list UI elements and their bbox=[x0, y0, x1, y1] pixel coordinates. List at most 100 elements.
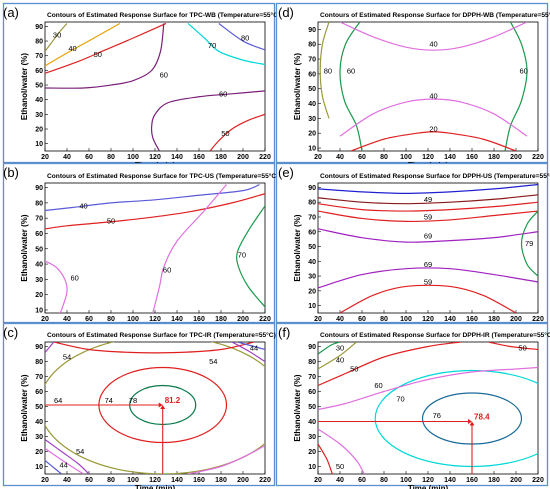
contour-line bbox=[45, 22, 121, 67]
contour-label: 50 bbox=[94, 50, 102, 59]
contour-label: 50 bbox=[336, 462, 344, 471]
contour-label: 40 bbox=[79, 201, 87, 210]
contour-label: 59 bbox=[424, 212, 432, 221]
x-tick-label: 220 bbox=[532, 316, 544, 323]
contour-line bbox=[209, 113, 265, 151]
y-tick-label: 10 bbox=[308, 464, 316, 471]
y-tick-label: 10 bbox=[35, 307, 43, 314]
contour-label: 54 bbox=[209, 357, 217, 366]
x-tick-label: 200 bbox=[237, 477, 249, 484]
y-tick-label: 10 bbox=[35, 141, 43, 148]
y-tick-label: 90 bbox=[35, 185, 43, 192]
contour-label: 30 bbox=[53, 31, 61, 40]
y-tick-label: 40 bbox=[308, 101, 316, 108]
x-tick-label: 200 bbox=[510, 477, 522, 484]
x-tick-label: 60 bbox=[358, 477, 366, 484]
y-tick-label: 30 bbox=[35, 112, 43, 119]
contour-label: 60 bbox=[71, 273, 79, 282]
y-tick-label: 90 bbox=[308, 27, 316, 34]
x-tick-label: 220 bbox=[532, 154, 544, 161]
y-tick-label: 30 bbox=[35, 434, 43, 441]
x-tick-label: 80 bbox=[380, 316, 388, 323]
y-tick-label: 30 bbox=[308, 274, 316, 281]
y-tick-label: 20 bbox=[35, 127, 43, 134]
x-tick-label: 80 bbox=[107, 316, 115, 323]
y-tick-label: 40 bbox=[308, 259, 316, 266]
x-tick-label: 40 bbox=[63, 154, 71, 161]
x-tick-label: 140 bbox=[444, 154, 456, 161]
x-tick-label: 100 bbox=[400, 154, 412, 161]
optimum-value-label: 81.2 bbox=[165, 396, 181, 405]
chart-panel-6: (f) Contours of Estimated Response Surfac… bbox=[275, 322, 550, 489]
contour-label: 54 bbox=[76, 447, 84, 456]
chart-title: Contours of Estimated Response Surface f… bbox=[47, 331, 276, 339]
contour-label: 69 bbox=[424, 260, 432, 269]
x-tick-label: 180 bbox=[215, 154, 227, 161]
x-tick-label: 180 bbox=[488, 154, 500, 161]
y-tick-label: 30 bbox=[308, 116, 316, 123]
panel-label: (a) bbox=[3, 5, 19, 20]
contour-label: 50 bbox=[350, 365, 358, 374]
contour-label: 50 bbox=[221, 129, 229, 138]
y-tick-label: 90 bbox=[35, 344, 43, 351]
marker-arrow-head bbox=[160, 405, 166, 409]
x-tick-label: 100 bbox=[400, 316, 412, 323]
x-tick-label: 80 bbox=[380, 477, 388, 484]
contour-label: 50 bbox=[107, 217, 115, 226]
x-tick-label: 100 bbox=[400, 477, 412, 484]
y-tick-label: 60 bbox=[308, 71, 316, 78]
x-tick-label: 20 bbox=[314, 316, 322, 323]
x-tick-label: 80 bbox=[107, 154, 115, 161]
x-tick-label: 180 bbox=[215, 316, 227, 323]
x-tick-label: 120 bbox=[149, 477, 161, 484]
x-tick-label: 200 bbox=[237, 316, 249, 323]
contour-line bbox=[520, 210, 538, 277]
x-tick-label: 140 bbox=[171, 477, 183, 484]
marker-arrow-head bbox=[158, 402, 163, 408]
x-tick-label: 160 bbox=[466, 477, 478, 484]
x-tick-label: 20 bbox=[41, 477, 49, 484]
contour-line bbox=[45, 23, 68, 52]
contour-line bbox=[45, 342, 55, 353]
y-tick-label: 20 bbox=[35, 292, 43, 299]
marker-arrow-head bbox=[468, 419, 472, 424]
contour-label: 60 bbox=[219, 89, 227, 98]
x-tick-label: 220 bbox=[259, 316, 271, 323]
y-tick-label: 50 bbox=[308, 404, 316, 411]
contour-line bbox=[45, 460, 62, 474]
contour-label: 54 bbox=[63, 353, 71, 362]
x-tick-label: 220 bbox=[532, 477, 544, 484]
contour-line bbox=[339, 284, 517, 313]
y-tick-label: 70 bbox=[308, 214, 316, 221]
contour-line bbox=[318, 342, 462, 387]
y-tick-label: 60 bbox=[308, 389, 316, 396]
x-tick-label: 160 bbox=[193, 154, 205, 161]
y-tick-label: 80 bbox=[35, 39, 43, 46]
contour-line bbox=[218, 22, 265, 51]
contour-lines bbox=[45, 22, 265, 151]
y-tick-label: 80 bbox=[308, 42, 316, 49]
x-tick-label: 220 bbox=[259, 477, 271, 484]
x-axis-label: Time (min) bbox=[408, 484, 449, 489]
chart-panel-2: (b) Contours of Estimated Response Surfac… bbox=[2, 162, 278, 332]
contour-line bbox=[45, 439, 90, 474]
x-tick-label: 120 bbox=[422, 477, 434, 484]
contour-line bbox=[45, 183, 260, 212]
x-tick-label: 140 bbox=[171, 154, 183, 161]
y-tick-label: 60 bbox=[35, 389, 43, 396]
x-tick-label: 40 bbox=[63, 477, 71, 484]
y-tick-label: 40 bbox=[35, 419, 43, 426]
y-tick-label: 50 bbox=[35, 246, 43, 253]
x-tick-label: 20 bbox=[41, 154, 49, 161]
contour-label: 78 bbox=[129, 396, 137, 405]
contour-line bbox=[318, 428, 365, 474]
contour-line bbox=[45, 23, 165, 89]
x-tick-label: 120 bbox=[422, 154, 434, 161]
x-tick-label: 180 bbox=[215, 477, 227, 484]
x-tick-label: 60 bbox=[85, 316, 93, 323]
contour-label: 60 bbox=[347, 66, 355, 75]
chart-title: Contours of Estimated Response Surface f… bbox=[320, 331, 550, 339]
x-tick-label: 60 bbox=[358, 316, 366, 323]
contour-line bbox=[318, 267, 538, 289]
